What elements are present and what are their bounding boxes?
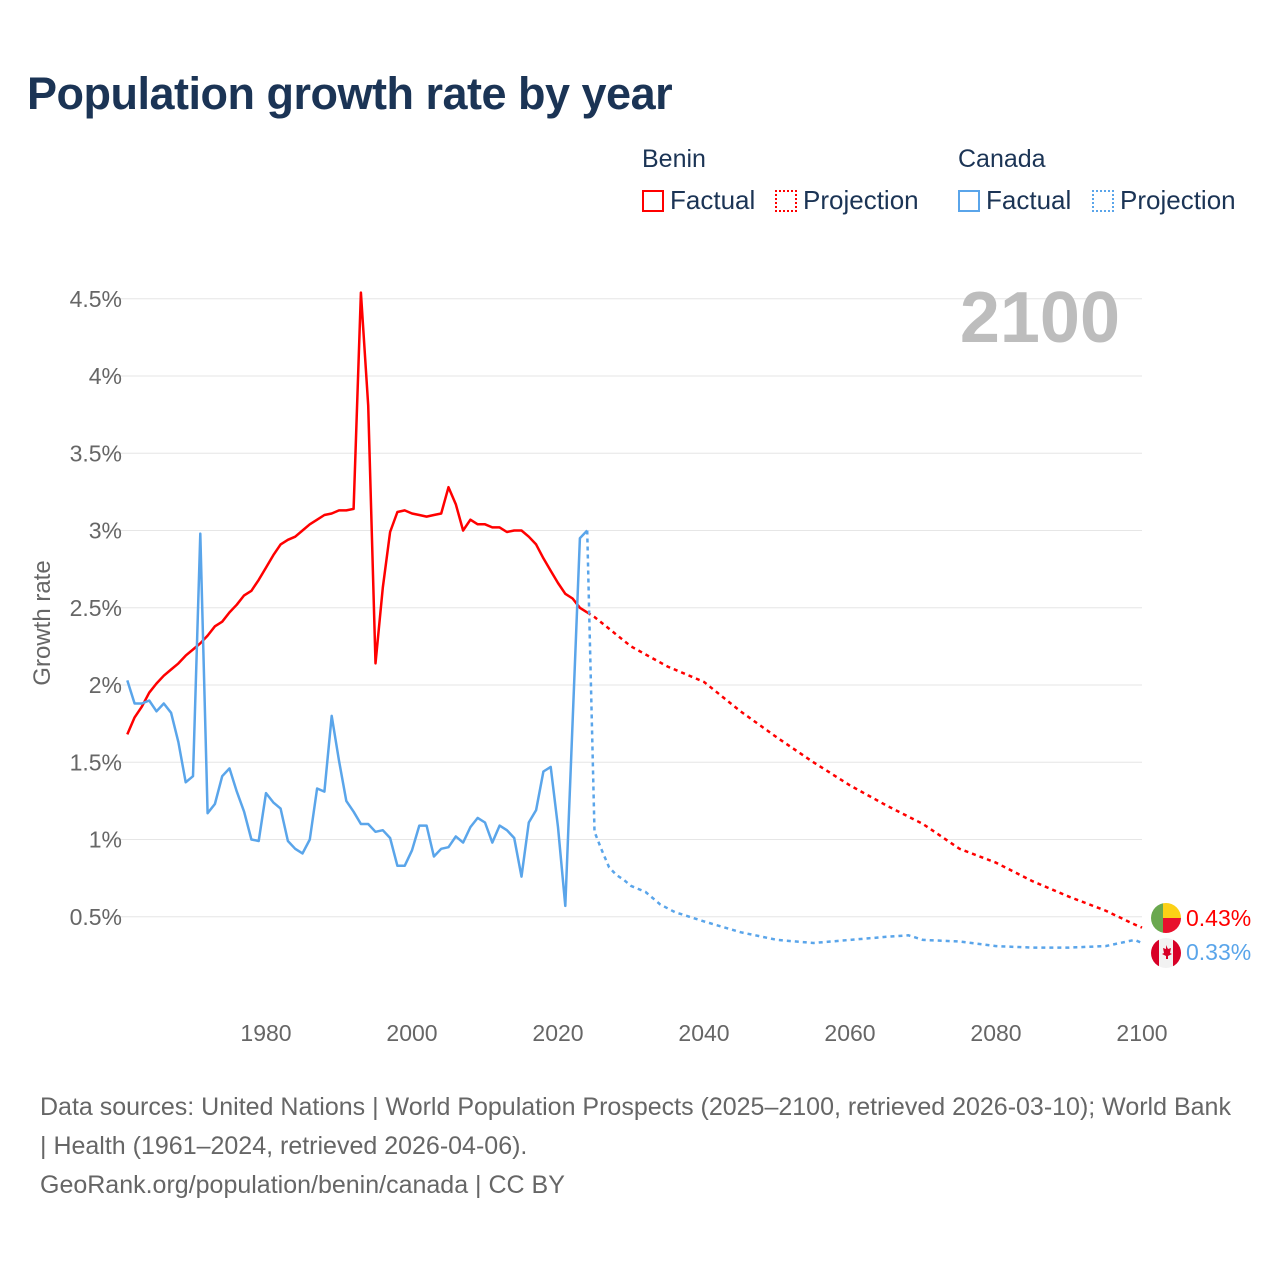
benin-flag-icon xyxy=(1151,903,1181,933)
chart-title: Population growth rate by year xyxy=(27,68,673,119)
y-tick-label: 4.5% xyxy=(70,286,122,312)
legend-swatch-solid xyxy=(958,189,980,212)
x-tick-label: 2000 xyxy=(386,1020,437,1046)
y-tick-label: 2.5% xyxy=(70,595,122,621)
x-tick-label: 2080 xyxy=(970,1020,1021,1046)
legend-canada-heading: Canada xyxy=(958,145,1046,173)
x-tick-label: 2060 xyxy=(824,1020,875,1046)
y-tick-label: 1.5% xyxy=(70,749,122,775)
x-tick-label: 2100 xyxy=(1116,1020,1167,1046)
x-tick-label: 2020 xyxy=(532,1020,583,1046)
y-axis-label: Growth rate xyxy=(29,560,56,685)
x-tick-label: 2040 xyxy=(678,1020,729,1046)
legend-label: Factual xyxy=(986,185,1072,215)
legend-canada-projection[interactable]: Projection xyxy=(1092,185,1236,216)
legend-benin-factual[interactable]: Factual xyxy=(642,185,755,216)
canada-projection-line xyxy=(585,530,1143,949)
source-link[interactable]: GeoRank.org/population/benin/canada | CC… xyxy=(40,1171,565,1199)
y-tick-label: 4% xyxy=(89,363,122,389)
legend-swatch-solid xyxy=(642,189,664,212)
legend-label: Projection xyxy=(803,185,919,215)
y-tick-label: 1% xyxy=(89,827,122,853)
legend-canada-factual[interactable]: Factual xyxy=(958,185,1071,216)
y-tick-label: 3% xyxy=(89,518,122,544)
legend-label: Projection xyxy=(1120,185,1236,215)
y-tick-label: 3.5% xyxy=(70,440,122,466)
y-tick-label: 2% xyxy=(89,672,122,698)
footer: Data sources: United Nations | World Pop… xyxy=(40,1088,1240,1205)
benin-end-label: 0.43% xyxy=(1186,905,1251,931)
legend-benin-heading: Benin xyxy=(642,145,706,173)
legend-swatch-dotted xyxy=(775,189,797,212)
data-sources: Data sources: United Nations | World Pop… xyxy=(40,1093,1231,1160)
x-tick-label: 1980 xyxy=(240,1020,291,1046)
legend-swatch-dotted xyxy=(1092,189,1114,212)
legend-benin-projection[interactable]: Projection xyxy=(775,185,919,216)
legend-label: Factual xyxy=(670,185,756,215)
year-watermark: 2100 xyxy=(960,278,1120,358)
canada-end-label: 0.33% xyxy=(1186,939,1251,965)
y-tick-label: 0.5% xyxy=(70,904,122,930)
benin-projection-line xyxy=(586,611,1143,929)
canada-factual-line xyxy=(126,529,589,908)
canada-flag-icon xyxy=(1151,938,1181,968)
